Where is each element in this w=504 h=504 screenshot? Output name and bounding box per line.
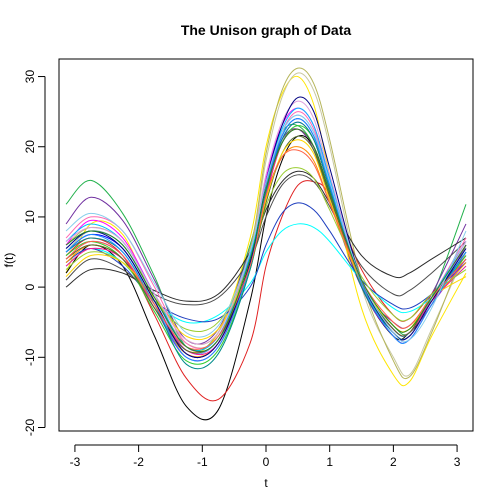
series-line-28 xyxy=(65,149,467,350)
y-tick-label-5: 30 xyxy=(23,70,37,84)
x-tick-label-0: -3 xyxy=(70,455,81,469)
y-axis-label: f(t) xyxy=(2,253,16,268)
series-line-6 xyxy=(65,135,467,421)
y-tick-label-3: 10 xyxy=(23,210,37,224)
y-tick-label-1: -10 xyxy=(23,348,37,366)
x-tick-label-2: -1 xyxy=(197,455,208,469)
plot-frame xyxy=(58,58,474,432)
x-tick-label-6: 3 xyxy=(454,455,461,469)
chart-title: The Unison graph of Data xyxy=(181,22,352,38)
series-line-29 xyxy=(65,114,467,343)
y-tick-label-0: -20 xyxy=(23,418,37,436)
x-tick-label-1: -2 xyxy=(133,455,144,469)
series-group xyxy=(65,67,467,421)
y-tick-label-4: 20 xyxy=(23,140,37,154)
x-tick-label-5: 2 xyxy=(390,455,397,469)
x-tick-label-3: 0 xyxy=(263,455,270,469)
x-axis-label: t xyxy=(264,476,268,490)
y-tick-label-2: 0 xyxy=(23,283,37,290)
x-tick-label-4: 1 xyxy=(326,455,333,469)
series-line-30 xyxy=(65,128,467,352)
